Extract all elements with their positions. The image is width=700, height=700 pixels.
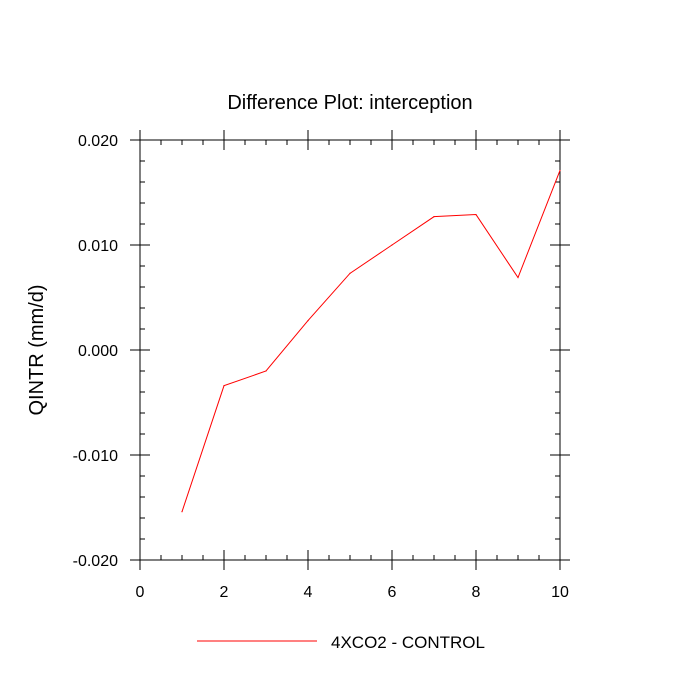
data-point [391, 244, 393, 246]
y-tick-label: -0.020 [73, 553, 118, 570]
chart-title: Difference Plot: interception [227, 92, 472, 114]
data-point [265, 370, 267, 372]
x-tick-label: 6 [388, 584, 397, 601]
data-point [559, 169, 561, 172]
data-point [223, 385, 225, 387]
x-tick-label: 8 [472, 584, 481, 601]
data-point [181, 511, 183, 513]
data-point [433, 216, 435, 218]
x-tick-label: 10 [551, 584, 569, 601]
y-tick-label: 0.010 [78, 238, 118, 255]
y-tick-label: 0.020 [78, 133, 118, 150]
data-point [475, 213, 477, 216]
data-point [307, 320, 309, 322]
legend: 4XCO2 - CONTROL [197, 633, 485, 652]
y-tick-label: 0.000 [78, 343, 118, 360]
axis-tick-labels: 0 2 4 6 8 10 -0.020 -0.010 0.000 0.010 0.020 [73, 133, 569, 601]
legend-label: 4XCO2 - CONTROL [331, 633, 485, 652]
plot-frame [139, 139, 561, 561]
axis-ticks [130, 130, 570, 570]
x-tick-label: 4 [304, 584, 313, 601]
y-tick-label: -0.010 [73, 448, 118, 465]
data-point [517, 276, 519, 279]
series-line [181, 170, 561, 512]
y-axis-label: QINTR (mm/d) [26, 284, 48, 415]
data-point [349, 272, 351, 274]
x-tick-label: 2 [220, 584, 229, 601]
x-tick-label: 0 [136, 584, 145, 601]
series-layer [181, 169, 561, 513]
